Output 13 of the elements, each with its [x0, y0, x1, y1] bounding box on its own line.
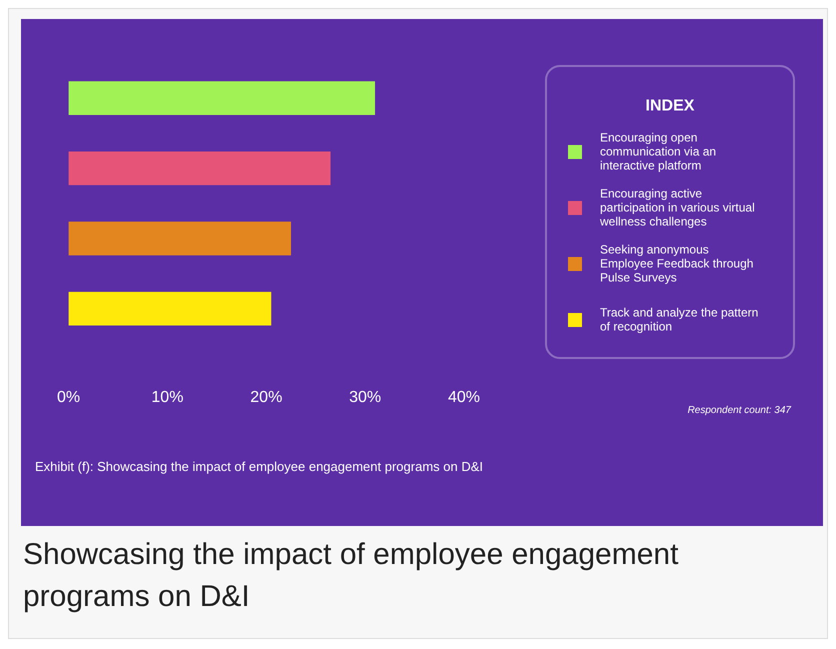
x-tick-label: 20% — [250, 388, 282, 406]
legend-label: Encouraging open communication via an interactive platform — [600, 130, 716, 172]
legend-label: Track and analyze the pattern of recognition — [600, 305, 758, 334]
text: Respondent count: 347 — [688, 405, 791, 416]
legend-title: INDEX — [646, 97, 695, 114]
x-tick-label: 10% — [151, 388, 184, 406]
text: Showcasing the impact of employee engagement programs on D&I — [23, 537, 680, 615]
x-tick-label: 40% — [448, 388, 480, 406]
x-tick-label: 0% — [57, 388, 80, 406]
text: Exhibit (f): Showcasing the impact of employee engagement programs on D&I — [35, 459, 484, 474]
legend-label: Encouraging active participation in various virtual wellness challenges — [599, 186, 755, 228]
legend-label: Seeking anonymous Employee Feedback through Pulse Surveys — [600, 242, 754, 284]
x-tick-label: 30% — [349, 388, 382, 406]
